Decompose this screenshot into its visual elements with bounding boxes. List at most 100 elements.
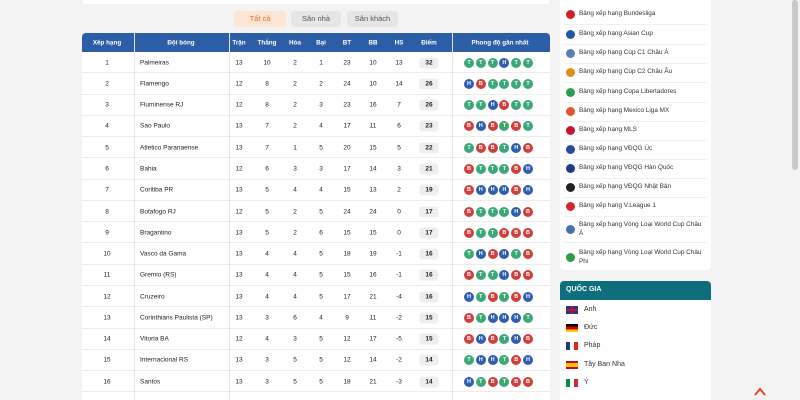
form-badge: H: [499, 57, 510, 68]
league-divider: [564, 81, 707, 83]
team-name: Santos: [140, 378, 161, 386]
league-link[interactable]: Bảng xếp hạng Copa Libertadores: [579, 88, 677, 96]
form-badge: T: [511, 100, 522, 111]
stat: 1: [293, 144, 297, 152]
league-link[interactable]: Bảng xếp hạng VĐQG Úc: [579, 145, 653, 153]
form-badge: H: [511, 312, 522, 323]
country-link[interactable]: Tây Ban Nha: [584, 360, 625, 368]
form-badge: H: [475, 355, 486, 366]
tab[interactable]: Sân khách: [347, 11, 398, 27]
team-name: Coritiba PR: [140, 186, 174, 194]
league-link[interactable]: Bảng xếp hạng VĐQG Hàn Quốc: [579, 164, 674, 172]
team-name: Internacional RS: [140, 356, 189, 364]
form-badge: T: [487, 227, 498, 238]
stat: 15: [343, 186, 351, 194]
form-badge: H: [499, 270, 510, 281]
stat: 10: [263, 59, 271, 67]
stat: 7: [265, 144, 269, 152]
tab[interactable]: Sân nhà: [291, 11, 341, 27]
header-cell: Phong độ gần nhất: [471, 39, 529, 46]
scrollbar[interactable]: [792, 0, 798, 170]
points: 19: [419, 184, 439, 196]
stat: 13: [235, 314, 243, 322]
form-badge: T: [511, 57, 522, 68]
league-link[interactable]: Bảng xếp hạng MLS: [579, 126, 637, 134]
form-badge: B: [523, 206, 533, 217]
league-link[interactable]: Bảng xếp hạng Mexico Liga MX: [579, 107, 670, 115]
form-badge: B: [511, 270, 522, 281]
stat: 2: [397, 186, 401, 194]
country-link[interactable]: Pháp: [584, 341, 601, 349]
form-badge: H: [487, 100, 498, 111]
standings-table: Xếp hạng Đội bóng Trận Thắng Hòa Bại BT BB HS Điể…: [82, 33, 550, 400]
stat: 2: [319, 80, 323, 88]
league-link[interactable]: Bảng xếp hạng Cúp C1 Châu Á: [579, 49, 669, 57]
country-link[interactable]: Ý: [584, 378, 589, 386]
form-badge: T: [499, 142, 510, 153]
points: 16: [419, 291, 439, 303]
stat: 2: [293, 80, 297, 88]
form-badge: T: [464, 249, 474, 260]
form-badge: T: [464, 100, 474, 111]
stat: 4: [293, 250, 297, 258]
form-badge: B: [487, 121, 498, 132]
stat: 11: [369, 122, 377, 130]
form-badge: H: [487, 312, 498, 323]
form-badge: T: [475, 100, 486, 111]
header-cell: Điểm: [421, 39, 437, 46]
stat: 6: [319, 229, 323, 237]
row-divider: [82, 370, 550, 372]
form-badge: B: [464, 334, 474, 345]
form-badge: T: [511, 78, 522, 89]
country-link[interactable]: Anh: [584, 305, 597, 313]
scroll-top-icon[interactable]: [753, 386, 767, 396]
header-cell: Xếp hạng: [92, 39, 122, 46]
stat: 4: [319, 314, 323, 322]
stat: 3: [265, 356, 269, 364]
form-badge: B: [523, 376, 533, 387]
stat: 8: [265, 101, 269, 109]
form-badge: T: [499, 334, 510, 345]
stat: 17: [343, 122, 351, 130]
league-link[interactable]: Bảng xếp hạng VĐQG Nhật Bản: [579, 183, 672, 191]
stat: 9: [345, 314, 349, 322]
league-link[interactable]: Bảng xếp hạng Cúp C2 Châu Âu: [579, 68, 673, 76]
stat: 7: [265, 122, 269, 130]
form-badge: H: [499, 185, 510, 196]
stat: 21: [369, 378, 377, 386]
form-badge: T: [464, 57, 474, 68]
stat: 17: [343, 293, 351, 301]
stat: 13: [235, 356, 243, 364]
team-name: Cruzeiro: [140, 293, 165, 301]
form-badge: B: [511, 376, 522, 387]
header-cell: BT: [342, 39, 352, 46]
country-link[interactable]: Đức: [584, 323, 598, 331]
league-divider: [564, 158, 707, 160]
stat: 3: [265, 378, 269, 386]
league-link[interactable]: Bảng xếp hạng Vòng Loại World Cup Châu Á: [579, 220, 702, 238]
league-link[interactable]: Bảng xếp hạng Vòng Loại World Cup Châu P…: [579, 248, 702, 266]
league-list: Bảng xếp hạng Bundesliga Bảng xếp hạng As…: [560, 0, 711, 270]
league-icon: [566, 87, 575, 97]
stat: 4: [265, 335, 269, 343]
league-divider: [564, 43, 707, 45]
stat: 2: [293, 229, 297, 237]
league-link[interactable]: Bảng xếp hạng Bundesliga: [579, 10, 656, 18]
stat: 12: [235, 335, 243, 343]
league-link[interactable]: Bảng xếp hạng Asian Cup: [579, 30, 653, 38]
league-divider: [564, 101, 707, 103]
form-badge: T: [475, 163, 486, 174]
team-name: Sao Paulo: [140, 122, 170, 130]
form-badge: B: [499, 227, 510, 238]
stat: 8: [265, 80, 269, 88]
points: 17: [419, 227, 439, 239]
points: 26: [419, 78, 439, 90]
form-badge: T: [464, 142, 474, 153]
tab[interactable]: Tất cả: [234, 11, 286, 27]
stat: 13: [369, 186, 377, 194]
league-link[interactable]: Bảng xếp hạng V.League 1: [579, 202, 656, 210]
form-badge: T: [499, 78, 510, 89]
league-divider: [564, 242, 707, 243]
stat: 17: [369, 335, 377, 343]
form-badge: H: [499, 249, 510, 260]
